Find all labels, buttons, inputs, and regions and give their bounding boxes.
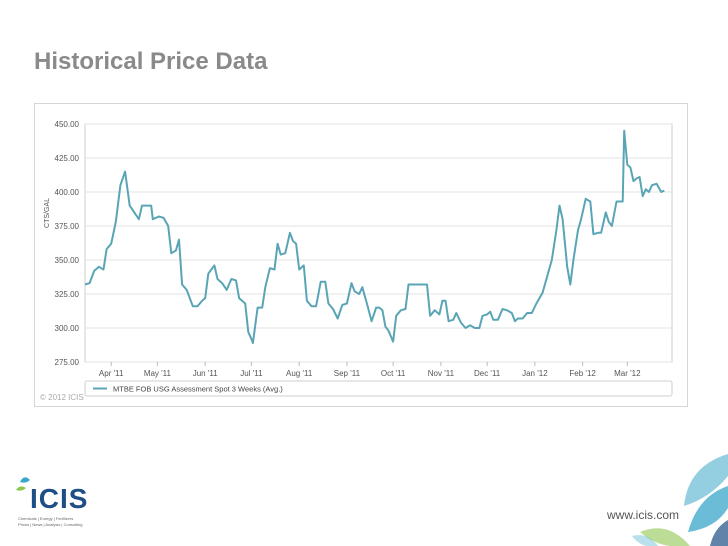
legend-label: MTBE FOB USG Assessment Spot 3 Weeks (Av… xyxy=(113,385,283,394)
icis-logo-icon xyxy=(16,477,30,491)
website-link[interactable]: www.icis.com xyxy=(607,508,680,522)
series-line xyxy=(84,129,665,344)
x-tick-label: Jul '11 xyxy=(240,369,263,378)
y-tick-label: 325.00 xyxy=(55,290,80,299)
x-tick-label: Jan '12 xyxy=(522,369,548,378)
y-tick-label: 300.00 xyxy=(55,324,80,333)
grid-layer xyxy=(84,123,673,363)
x-tick-label: Aug '11 xyxy=(286,369,313,378)
x-tick-label: Feb '12 xyxy=(569,369,596,378)
y-tick-label: 350.00 xyxy=(55,256,80,265)
logo-tagline-line-2: Prices | News | Analysis | Consulting xyxy=(18,522,83,527)
copyright-text: © 2012 ICIS xyxy=(40,393,84,402)
y-tick-label: 450.00 xyxy=(55,120,80,129)
y-tick-label: 375.00 xyxy=(55,222,80,231)
legend: MTBE FOB USG Assessment Spot 3 Weeks (Av… xyxy=(84,380,673,397)
price-line-chart: 275.00 300.00 325.00 350.00 375.00 400.00 425.… xyxy=(44,120,673,397)
logo-tagline-line-1: Chemicals | Energy | Fertilizers xyxy=(18,516,74,521)
x-tick-label: Jun '11 xyxy=(193,369,219,378)
decorative-petals-icon xyxy=(632,454,728,546)
series-layer xyxy=(84,129,665,344)
logo-text: ICIS xyxy=(30,483,89,514)
y-tick-label: 425.00 xyxy=(55,154,80,163)
legend-box xyxy=(84,380,673,397)
x-tick-label: Apr '11 xyxy=(99,369,124,378)
y-axis-ticks: 275.00 300.00 325.00 350.00 375.00 400.00 425.… xyxy=(55,120,80,367)
y-tick-label: 400.00 xyxy=(55,188,80,197)
slide-title: Historical Price Data xyxy=(34,48,268,75)
y-tick-label: 275.00 xyxy=(55,358,80,367)
x-axis-ticks: Apr '11 May '11 Jun '11 Jul '11 Aug '11 Sep '… xyxy=(99,362,641,378)
x-tick-label: Sep '11 xyxy=(334,369,361,378)
x-tick-label: Dec '11 xyxy=(474,369,501,378)
x-tick-label: Mar '12 xyxy=(614,369,641,378)
x-tick-label: Oct '11 xyxy=(381,369,406,378)
x-tick-label: Nov '11 xyxy=(428,369,455,378)
plot-border xyxy=(84,123,673,363)
chart-frame: 275.00 300.00 325.00 350.00 375.00 400.00 425.… xyxy=(34,103,688,407)
logo-tagline: Chemicals | Energy | Fertilizers Prices … xyxy=(18,516,128,528)
x-tick-label: May '11 xyxy=(144,369,172,378)
y-axis-label: CTS/GAL xyxy=(44,198,51,228)
